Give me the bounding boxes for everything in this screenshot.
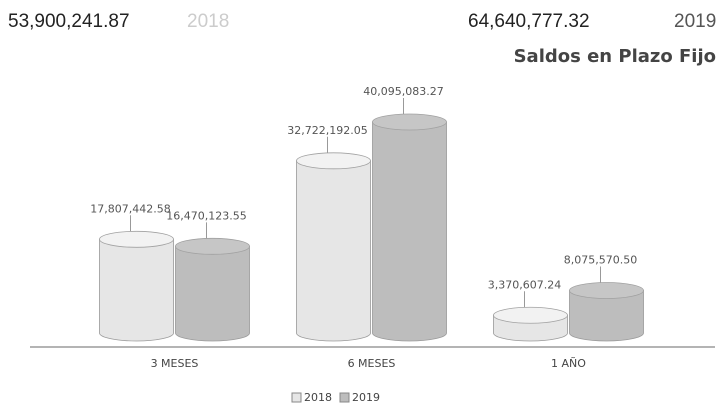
cylinder-top — [175, 237, 250, 255]
cylinder-top — [493, 306, 568, 324]
value-label: 17,807,442.58 — [90, 202, 170, 215]
value-label: 40,095,083.27 — [363, 85, 443, 98]
total-year-2019: 2019 — [674, 11, 716, 32]
x-tick-label: 6 MESES — [348, 357, 396, 370]
value-label: 3,370,607.24 — [488, 278, 561, 291]
legend-swatch — [339, 392, 350, 403]
total-2018: 53,900,241.87 — [8, 11, 130, 32]
value-label: 8,075,570.50 — [564, 254, 637, 267]
total-year-2018: 2018 — [187, 11, 229, 32]
cylinder-top — [296, 152, 371, 170]
cylinder — [569, 290, 644, 342]
cylinder-top — [99, 230, 174, 248]
chart-title: Saldos en Plazo Fijo — [514, 46, 716, 67]
cylinder-top — [569, 282, 644, 299]
legend-label: 2018 — [304, 391, 332, 404]
value-label: 16,470,123.55 — [166, 209, 246, 222]
value-label: 32,722,192.05 — [287, 124, 367, 137]
legend-swatch — [291, 392, 302, 403]
cylinder — [372, 121, 447, 342]
cylinder — [296, 160, 371, 342]
legend-label: 2019 — [352, 391, 380, 404]
cylinder — [99, 238, 174, 342]
cylinder-top — [372, 113, 447, 131]
x-tick-label: 1 AÑO — [551, 357, 586, 370]
x-tick-label: 3 MESES — [151, 357, 199, 370]
cylinder — [175, 245, 250, 342]
total-2019: 64,640,777.32 — [468, 11, 590, 32]
